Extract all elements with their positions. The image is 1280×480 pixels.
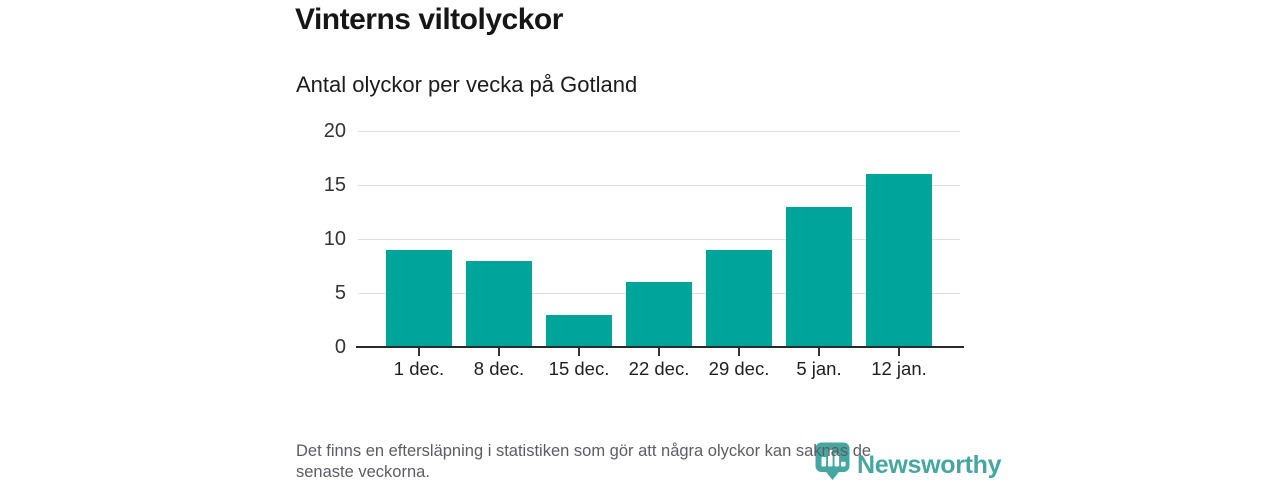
gridline-15 [358, 185, 960, 186]
newsworthy-wordmark: Newsworthy [857, 451, 1002, 479]
bar-5jan [786, 206, 852, 347]
newsworthy-chart-bubble-icon [815, 442, 850, 480]
y-tick-label: 5 [334, 282, 346, 304]
bar-series [358, 131, 960, 347]
y-tick-label: 0 [334, 336, 346, 358]
x-tick [578, 348, 580, 356]
gridline-20 [358, 131, 960, 132]
y-tick-label: 15 [323, 174, 346, 196]
x-tick-label: 22 dec. [628, 358, 690, 379]
chart-subtitle: Antal olyckor per vecka på Gotland [296, 72, 638, 97]
x-tick [418, 348, 420, 356]
x-tick-label: 5 jan. [796, 358, 842, 379]
y-axis: 20 15 10 5 0 [270, 120, 346, 358]
gridline-10 [358, 239, 960, 240]
bar-12jan [866, 174, 932, 347]
x-axis: 1 dec. 8 dec. 15 dec. 22 dec. 29 dec. 5 jan. 1… [358, 348, 960, 388]
footer-note: Det finns en eftersläpning i statistiken… [296, 441, 871, 480]
bar-15dec [546, 314, 612, 347]
y-tick-label: 10 [323, 228, 346, 250]
x-tick [498, 348, 500, 356]
x-axis-baseline [356, 345, 964, 348]
footer-note-line2: senaste veckorna. [296, 463, 430, 480]
x-tick-label: 15 dec. [548, 358, 610, 379]
bar-1dec [386, 249, 452, 347]
x-tick-label: 29 dec. [708, 358, 770, 379]
bar-22dec [626, 282, 692, 347]
x-tick-label: 12 jan. [871, 358, 927, 379]
plot-area [356, 131, 964, 348]
x-tick-label: 1 dec. [393, 358, 445, 379]
bar-8dec [466, 260, 532, 347]
x-tick [898, 348, 900, 356]
footer-note-line1: Det finns en eftersläpning i statistiken… [296, 442, 872, 460]
x-tick-label: 8 dec. [473, 358, 525, 379]
x-tick [818, 348, 820, 356]
x-tick [738, 348, 740, 356]
y-tick-label: 20 [323, 120, 346, 142]
x-tick [658, 348, 660, 356]
newsworthy-logo: Newsworthy [815, 442, 1002, 480]
bar-29dec [706, 249, 772, 347]
chart-title: Vinterns viltolyckor [295, 3, 563, 36]
